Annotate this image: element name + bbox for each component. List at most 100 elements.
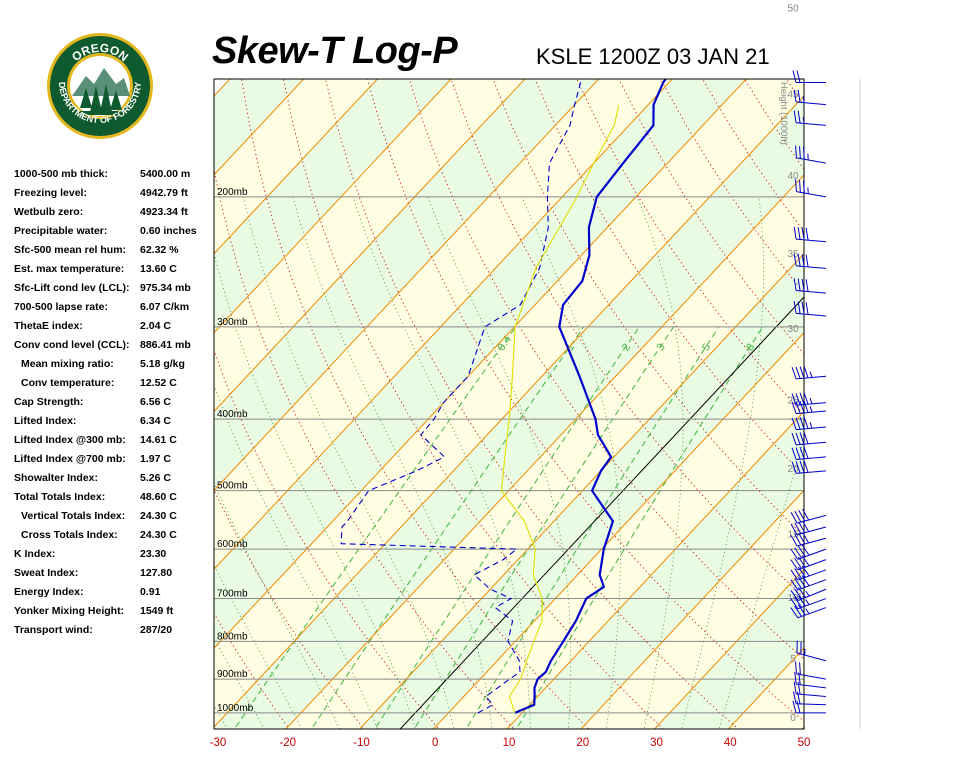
wind-barb-feather — [805, 227, 809, 241]
wind-barb-feather — [792, 691, 797, 704]
index-row: K Index: 23.30 — [14, 548, 214, 567]
logo-mountain — [72, 68, 130, 96]
index-row: Conv temperature: 12.52 C — [14, 377, 214, 396]
isotherm-line — [506, 410, 804, 729]
height-tick-label: 30 — [787, 324, 799, 335]
wind-barb — [790, 555, 827, 571]
index-value: 0.60 inches — [140, 225, 197, 237]
wind-barb-feather — [799, 392, 805, 405]
wind-barb-half-feather — [802, 96, 805, 103]
wind-barb-feather — [805, 254, 809, 267]
wind-barb-staff — [796, 122, 827, 126]
index-value: 5.18 g/kg — [140, 358, 185, 370]
index-row: Est. max temperature: 13.60 C — [14, 263, 214, 282]
wind-barb-feather — [790, 569, 799, 581]
wind-barb-feather — [798, 532, 806, 545]
wind-barb-staff — [796, 191, 827, 198]
wind-barb-feather — [791, 367, 797, 380]
index-row: Wetbulb zero: 4923.34 ft — [14, 206, 214, 225]
wind-barb-feather — [795, 393, 801, 406]
wind-barb-feather — [799, 417, 805, 430]
isotherm-line — [358, 253, 804, 729]
dry-adiabat-line — [214, 727, 216, 729]
index-label: Est. max temperature: — [14, 263, 125, 275]
wind-barb-feather — [794, 533, 802, 546]
wind-barb-feather — [797, 110, 801, 124]
wind-barb — [793, 110, 827, 126]
wind-barb-feather — [794, 557, 802, 569]
wind-barb-staff — [796, 537, 827, 547]
wind-barb-staff — [797, 607, 827, 619]
wind-barb-half-feather — [805, 590, 810, 597]
chart-title: Skew-T Log-P — [212, 30, 458, 72]
index-row: Cross Totals Index: 24.30 C — [14, 529, 214, 548]
wind-barb-feather — [797, 253, 801, 267]
wind-barb-staff — [796, 402, 827, 406]
wind-barb-feather — [790, 548, 799, 560]
height-tick-label: 50 — [787, 3, 799, 14]
index-value: 6.07 C/km — [140, 301, 190, 313]
wind-barb-feather — [794, 522, 802, 534]
dry-adiabat-line — [618, 79, 804, 355]
moist-adiabat-line — [214, 482, 341, 729]
wind-barb-feather — [790, 534, 798, 547]
logo-text-top: OREGON — [69, 41, 131, 64]
wind-barb-feather — [795, 179, 797, 192]
mixing-ratio-label: 8 — [744, 341, 757, 353]
dewpoint-line — [340, 79, 584, 714]
index-value: 4942.79 ft — [140, 187, 188, 199]
x-tick-label: -30 — [210, 737, 227, 749]
wind-barb-feather — [792, 70, 797, 83]
wind-barb — [790, 531, 827, 547]
wind-barb-staff — [796, 441, 827, 446]
wind-barb-feather — [790, 607, 799, 619]
index-label: K Index: — [14, 548, 56, 560]
wind-barb-staff — [796, 375, 827, 380]
index-label: Precipitable water: — [14, 225, 108, 237]
isobar-label: 700mb — [217, 589, 248, 600]
index-value: 2.04 C — [140, 320, 171, 332]
wind-barb-staff — [797, 598, 827, 610]
wind-barb-feather — [794, 568, 802, 579]
isotherm-line — [214, 79, 674, 570]
wind-barb-feather — [790, 512, 798, 524]
moist-adiabat-line — [718, 436, 804, 729]
index-row: Sfc-Lift cond lev (LCL): 975.34 mb — [14, 282, 214, 301]
index-value: 12.52 C — [140, 377, 177, 389]
wind-barb-feather — [791, 393, 797, 406]
logo-ground — [80, 111, 122, 115]
wind-barb-feather — [801, 227, 805, 240]
isobar-label: 400mb — [217, 409, 248, 420]
index-row: Sweat Index: 127.80 — [14, 567, 214, 586]
oregon-forestry-logo: OREGON DEPARTMENT OF FORESTRY — [46, 32, 154, 140]
temperature-band — [728, 648, 804, 729]
index-label: Conv temperature: — [21, 377, 115, 389]
wind-barb-staff — [796, 312, 827, 317]
isotherm-line — [214, 79, 452, 334]
wind-barb-feather — [794, 588, 803, 600]
index-row: 700-500 lapse rate: 6.07 C/km — [14, 301, 214, 320]
wind-barb-feather — [802, 508, 810, 521]
wind-barb-staff — [796, 526, 827, 536]
wind-barb-feather — [792, 700, 797, 714]
isotherm-line — [432, 331, 804, 729]
wind-barb-feather — [802, 180, 805, 194]
index-value: 886.41 mb — [140, 339, 191, 351]
dry-adiabat-line — [214, 167, 515, 729]
wind-barb — [791, 416, 827, 431]
moist-adiabats — [214, 196, 804, 729]
index-row: Lifted Index @700 mb: 1.97 C — [14, 453, 214, 472]
wind-barb-feather — [798, 521, 806, 533]
index-label: Cap Strength: — [14, 396, 84, 408]
x-tick-label: 30 — [650, 737, 663, 749]
index-label: 700-500 lapse rate: — [14, 301, 108, 313]
wind-barb-staff — [797, 548, 827, 560]
x-tick-label: 10 — [503, 737, 516, 749]
wind-barb — [790, 520, 827, 536]
isobar-label: 300mb — [217, 317, 248, 328]
index-label: Freezing level: — [14, 187, 87, 199]
wind-barb-half-feather — [809, 371, 813, 378]
wind-barb-feather — [799, 662, 801, 675]
wind-barb-feather — [803, 400, 809, 413]
wind-barb-staff — [796, 652, 827, 662]
